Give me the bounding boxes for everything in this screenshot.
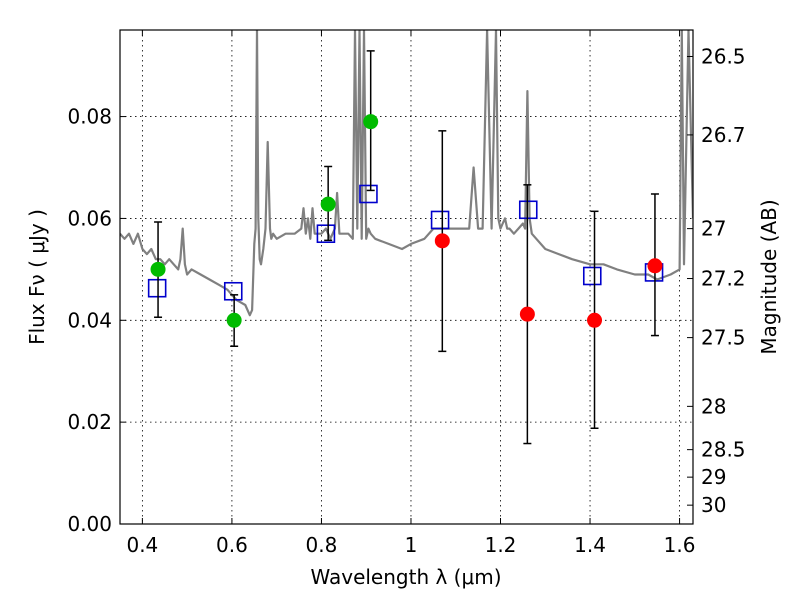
y-tick-label: 0.00 <box>67 512 112 536</box>
y2-tick-label: 26.7 <box>701 123 746 147</box>
x-tick-label: 1 <box>405 533 418 557</box>
points-layer <box>147 50 664 445</box>
observed-point <box>519 306 535 322</box>
y-tick-label: 0.06 <box>67 206 112 230</box>
y2-tick-label: 27.5 <box>701 326 746 350</box>
x-tick-label: 0.6 <box>216 533 248 557</box>
model-square-marker <box>147 278 167 298</box>
observed-point <box>226 312 242 328</box>
y2-axis-title: Magnitude (AB) <box>757 199 781 354</box>
y-tick-label: 0.04 <box>67 308 112 332</box>
x-axis-title: Wavelength λ (μm) <box>310 565 501 589</box>
y2-tick-label: 28.5 <box>701 438 746 462</box>
model-square-marker <box>582 266 602 286</box>
x-tick-label: 1.6 <box>664 533 696 557</box>
y-tick-label: 0.08 <box>67 105 112 129</box>
x-tick-label: 0.8 <box>306 533 338 557</box>
observed-point <box>647 258 663 274</box>
model-sed-line <box>120 30 693 317</box>
y2-tick-label: 28 <box>701 394 726 418</box>
y-axis-title: Flux Fν ( μJy ) <box>25 209 49 345</box>
y2-tick-label: 27.2 <box>701 267 746 291</box>
x-tick-label: 0.4 <box>126 533 158 557</box>
plot-background <box>120 30 693 524</box>
y2-tick-label: 27 <box>701 217 726 241</box>
observed-point <box>434 233 450 249</box>
observed-point <box>363 114 379 130</box>
y2-tick-label: 26.5 <box>701 44 746 68</box>
series-layer <box>120 30 693 317</box>
model-square-marker <box>430 210 450 230</box>
x-tick-label: 1.2 <box>485 533 517 557</box>
model-square-marker <box>359 184 378 204</box>
y2-tick-label: 29 <box>701 465 726 489</box>
model-square-marker <box>223 281 243 301</box>
observed-point <box>320 196 336 212</box>
ticks: 0.4 0.6 0.8 1 1.2 1.4 1.6 0.00 0.02 0.04 0.06 0.08 2… <box>67 30 746 557</box>
x-tick-label: 1.4 <box>574 533 606 557</box>
y2-tick-label: 30 <box>701 493 726 517</box>
observed-point <box>587 312 603 328</box>
plot-frame <box>119 29 694 525</box>
model-square-marker <box>316 224 336 244</box>
model-square-marker <box>518 200 538 220</box>
y-tick-label: 0.02 <box>67 410 112 434</box>
observed-point <box>150 261 166 277</box>
